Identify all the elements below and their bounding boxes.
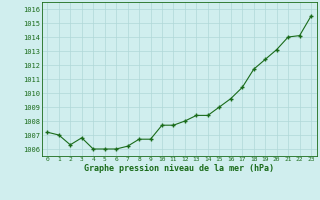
X-axis label: Graphe pression niveau de la mer (hPa): Graphe pression niveau de la mer (hPa) [84,164,274,173]
